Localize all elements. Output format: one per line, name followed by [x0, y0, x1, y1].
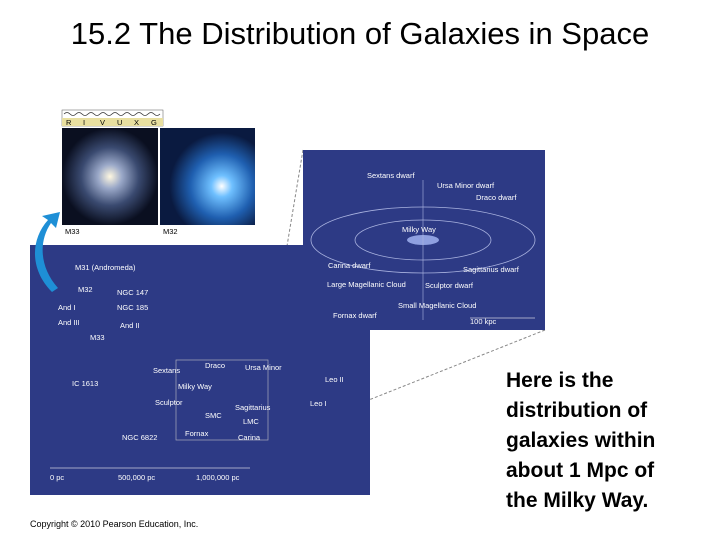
figure-label: M31 (Andromeda) — [75, 263, 136, 272]
figure-label: Sculptor — [155, 398, 183, 407]
map-labels: M31 (Andromeda) M32 NGC 147 NGC 185 And I And… — [50, 263, 344, 482]
figure-label: R — [66, 118, 72, 127]
figure-label: And II — [120, 321, 140, 330]
figure-label: G — [151, 118, 157, 127]
figure-label: NGC 185 — [117, 303, 148, 312]
figure-label: Carina — [238, 433, 261, 442]
figure-label: NGC 6822 — [122, 433, 157, 442]
zoom-box — [175, 359, 269, 441]
figure-label: Fornax — [185, 429, 209, 438]
figure-label: V — [100, 118, 105, 127]
figure-label: Ursa Minor dwarf — [437, 181, 495, 190]
figure-label: Carina dwarf — [328, 261, 371, 270]
figure-label: Leo I — [310, 399, 327, 408]
body-line: about 1 Mpc of — [506, 459, 655, 482]
slide-title: 15.2 The Distribution of Galaxies in Spa… — [70, 16, 650, 51]
figure-label: Sagittarius dwarf — [463, 265, 520, 274]
photo-label: M32 — [163, 227, 178, 236]
figure-label: U — [117, 118, 122, 127]
photo-m33 — [62, 128, 158, 225]
figure-label: Milky Way — [178, 382, 212, 391]
photo-label: M33 — [65, 227, 80, 236]
band — [62, 118, 163, 126]
figure-label: 1,000,000 pc — [196, 473, 240, 482]
figure-label: X — [134, 118, 139, 127]
body-line: Here is the — [506, 369, 614, 392]
body-line: galaxies within — [506, 429, 656, 452]
wave — [63, 112, 161, 116]
figure-label: Milky Way — [402, 225, 436, 234]
figure-label: IC 1613 — [72, 379, 98, 388]
figure-label: LMC — [243, 417, 259, 426]
body-line: the Milky Way. — [506, 489, 649, 512]
photo-m32 — [160, 128, 255, 225]
figure-label: Small Magellanic Cloud — [398, 301, 476, 310]
copyright: Copyright © 2010 Pearson Education, Inc. — [30, 519, 199, 529]
body-text: Here is the distribution of galaxies wit… — [506, 366, 716, 516]
figure-label: Sextans — [153, 366, 180, 375]
figure-label: Fornax dwarf — [333, 311, 378, 320]
figure-label: SMC — [205, 411, 222, 420]
figure-label: M32 — [78, 285, 93, 294]
figure-label: I — [83, 118, 85, 127]
figure-label: Draco dwarf — [476, 193, 517, 202]
map-panel — [30, 245, 370, 495]
body-line: distribution of — [506, 399, 648, 422]
figure-label: Draco — [205, 361, 225, 370]
figure-label: Sculptor dwarf — [425, 281, 474, 290]
figure-label: And III — [58, 318, 80, 327]
figure-label: Sagittarius — [235, 403, 271, 412]
inset-labels: Sextans dwarf Ursa Minor dwarf Draco dwarf… — [327, 171, 520, 326]
figure-label: 100 kpc — [470, 317, 497, 326]
figure-label: Large Magellanic Cloud — [327, 280, 406, 289]
figure-label: Ursa Minor — [245, 363, 282, 372]
arrow — [34, 212, 60, 292]
figure-label: M33 — [90, 333, 105, 342]
figure-label: NGC 147 — [117, 288, 148, 297]
figure-label: 0 pc — [50, 473, 64, 482]
figure-label: Sextans dwarf — [367, 171, 415, 180]
figure-label: And I — [58, 303, 76, 312]
figure-label: 500,000 pc — [118, 473, 155, 482]
figure-label: Leo II — [325, 375, 344, 384]
